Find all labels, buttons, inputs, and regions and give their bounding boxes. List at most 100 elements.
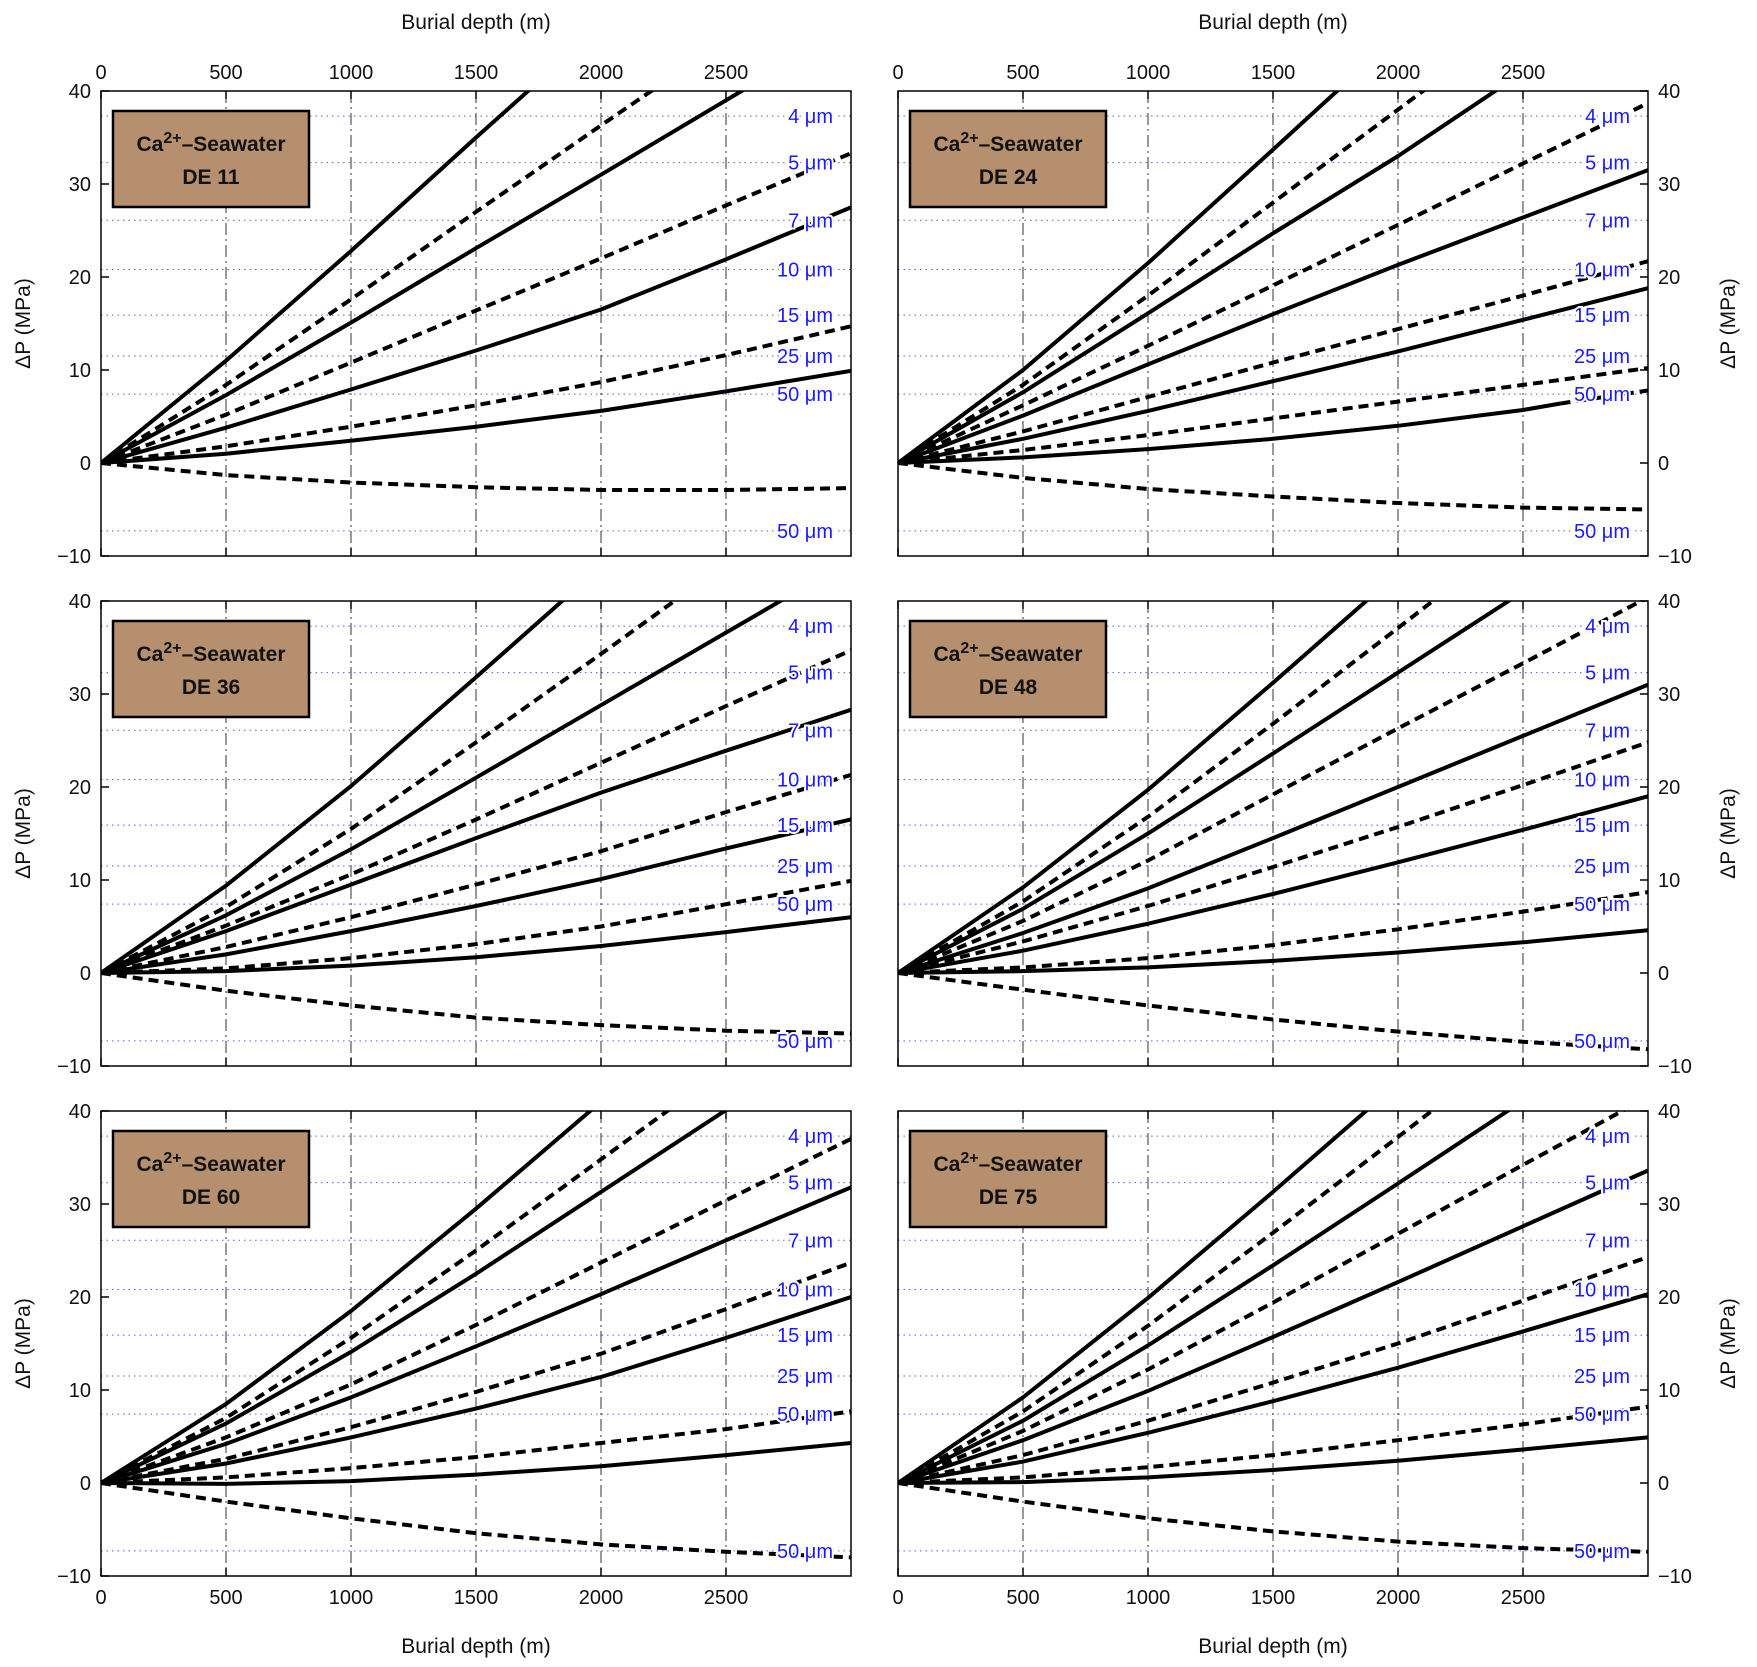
- y-axis-title: ΔP (MPa): [1717, 788, 1740, 879]
- series-line: [101, 915, 851, 975]
- x-tick-label: 1500: [454, 1587, 499, 1609]
- x-tick-label: 2000: [579, 62, 624, 84]
- x-tick-label: 0: [95, 1587, 106, 1609]
- x-tick-label: 500: [209, 62, 242, 84]
- y-tick-label: 10: [1658, 360, 1680, 382]
- curves: [898, 91, 1648, 512]
- series-line: [898, 601, 1513, 975]
- curve-label: 50 μm: [777, 1031, 833, 1053]
- series-line: [898, 1111, 1627, 1485]
- curve-label: 25 μm: [1574, 856, 1630, 878]
- curve-label: 50 μm: [1574, 521, 1630, 543]
- curve-label: 10 μm: [777, 1280, 833, 1302]
- curve-label: 50 μm: [1574, 1404, 1630, 1426]
- series-line: [101, 601, 678, 975]
- series-line: [898, 1292, 1648, 1485]
- curve-label: 10 μm: [1574, 770, 1630, 792]
- curve-label: 15 μm: [777, 305, 833, 327]
- y-axis-title: ΔP (MPa): [1717, 1298, 1740, 1389]
- y-tick-label: 20: [1658, 1287, 1680, 1309]
- x-tick-label: 1000: [1126, 62, 1171, 84]
- panel-label-sample: DE 75: [979, 1186, 1038, 1209]
- series-line: [101, 1260, 851, 1485]
- series-line: [101, 91, 655, 465]
- curve-label: 15 μm: [1574, 1325, 1630, 1347]
- series-line: [101, 205, 851, 465]
- y-tick-label: 20: [69, 267, 91, 289]
- x-tick-label: 500: [1006, 1587, 1039, 1609]
- series-line: [101, 1295, 851, 1485]
- y-tick-label: 20: [69, 777, 91, 799]
- curve-label: 50 μm: [1574, 1031, 1630, 1053]
- y-tick-label: 30: [1658, 1194, 1680, 1216]
- panel-label-solution: Ca2+–Seawater: [136, 130, 285, 156]
- x-tick-label: 500: [209, 1587, 242, 1609]
- x-tick-label: 1000: [1126, 1587, 1171, 1609]
- curve-label: 5 μm: [788, 153, 833, 175]
- series-line: [101, 91, 746, 465]
- ion-charge: 2+: [163, 640, 181, 657]
- curve-label: 5 μm: [1585, 663, 1630, 685]
- series-line: [898, 1111, 1369, 1485]
- panel-label-solution: Ca2+–Seawater: [933, 130, 1082, 156]
- series-line: [898, 91, 1499, 465]
- series-line: [898, 1168, 1648, 1485]
- curve-label: 7 μm: [788, 720, 833, 742]
- series-line: [898, 1255, 1648, 1485]
- curve-label: 15 μm: [777, 815, 833, 837]
- curve-label: 7 μm: [788, 1230, 833, 1252]
- y-axis-title: ΔP (MPa): [12, 788, 35, 879]
- y-tick-label: 30: [69, 174, 91, 196]
- series-line: [101, 1137, 851, 1485]
- x-tick-label: 1500: [1251, 1587, 1296, 1609]
- y-tick-label: 0: [80, 1473, 91, 1495]
- series-line: [898, 168, 1648, 465]
- series-line: [101, 971, 851, 1036]
- x-tick-label: 2000: [579, 1587, 624, 1609]
- x-axis-title: Burial depth (m): [1198, 1635, 1347, 1658]
- panel-label-box: [908, 109, 1108, 209]
- curve-label: 10 μm: [777, 260, 833, 282]
- y-tick-label: −10: [57, 546, 91, 568]
- y-tick-label: 0: [1658, 963, 1669, 985]
- series-line: [898, 1111, 1435, 1485]
- series-line: [1560, 388, 1648, 406]
- curve-label: 50 μm: [777, 894, 833, 916]
- y-tick-label: −10: [1658, 1056, 1692, 1078]
- series-line: [101, 368, 851, 465]
- x-tick-label: 0: [892, 62, 903, 84]
- y-tick-label: 40: [69, 1101, 91, 1123]
- curves: [101, 601, 851, 1036]
- series-line: [101, 601, 566, 975]
- x-axis-title: Burial depth (m): [401, 1635, 550, 1658]
- panel-label-box: [111, 619, 311, 719]
- ion-symbol: Ca: [136, 1153, 163, 1176]
- curve-label: 10 μm: [777, 770, 833, 792]
- y-axis-title: ΔP (MPa): [12, 1298, 35, 1389]
- series-line: [898, 259, 1648, 465]
- x-tick-label: 500: [1006, 62, 1039, 84]
- curves: [101, 1111, 851, 1560]
- series-line: [101, 648, 851, 975]
- series-line: [898, 1404, 1648, 1485]
- panel-de-36: 4 μm 5 μm 7 μm 10 μm 15 μm 25 μm 50 μm 50 μm −10…: [12, 591, 852, 1078]
- x-tick-label: 1500: [454, 62, 499, 84]
- y-tick-label: −10: [1658, 1566, 1692, 1588]
- y-tick-label: 20: [69, 1287, 91, 1309]
- y-tick-label: 0: [80, 453, 91, 475]
- panel-label-sample: DE 48: [979, 676, 1038, 699]
- ion-charge: 2+: [163, 1150, 181, 1167]
- curve-label: 5 μm: [788, 663, 833, 685]
- curves: [898, 1111, 1648, 1554]
- y-tick-label: 20: [1658, 267, 1680, 289]
- x-tick-label: 1000: [329, 62, 374, 84]
- series-line: [898, 740, 1648, 975]
- curve-label: 50 μm: [777, 1541, 833, 1563]
- x-tick-label: 2500: [704, 62, 749, 84]
- panel-label-sample: DE 36: [182, 676, 240, 699]
- panel-de-60: 4 μm 5 μm 7 μm 10 μm 15 μm 25 μm 50 μm 50 μm −10…: [12, 1101, 852, 1658]
- y-tick-label: 40: [69, 81, 91, 103]
- curve-label: 10 μm: [1574, 1280, 1630, 1302]
- series-line: [898, 682, 1648, 975]
